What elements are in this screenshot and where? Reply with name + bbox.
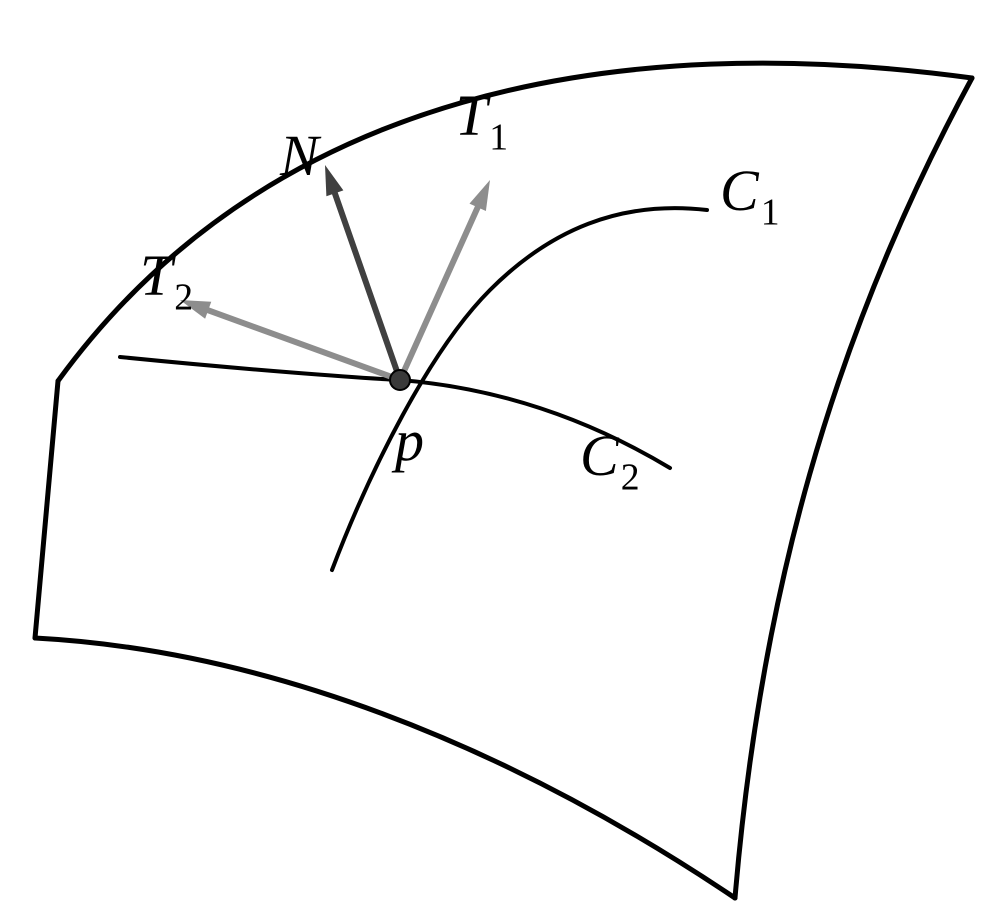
vector-n bbox=[325, 165, 400, 380]
curve-c1 bbox=[332, 208, 707, 570]
label-c2: C2 bbox=[580, 423, 640, 499]
surface-bottom-edge bbox=[35, 638, 735, 898]
vector-t1 bbox=[400, 180, 490, 380]
surface-left-edge bbox=[35, 381, 58, 638]
point-p bbox=[390, 370, 410, 390]
vector-t2 bbox=[180, 300, 400, 380]
surface-top-edge bbox=[58, 63, 972, 381]
label-n: N bbox=[279, 123, 322, 188]
label-p: p bbox=[391, 408, 424, 473]
label-c1: C1 bbox=[720, 158, 780, 234]
diagram-svg: N T1 T2 C1 C2 p bbox=[0, 0, 1000, 917]
label-t2: T2 bbox=[140, 243, 193, 319]
